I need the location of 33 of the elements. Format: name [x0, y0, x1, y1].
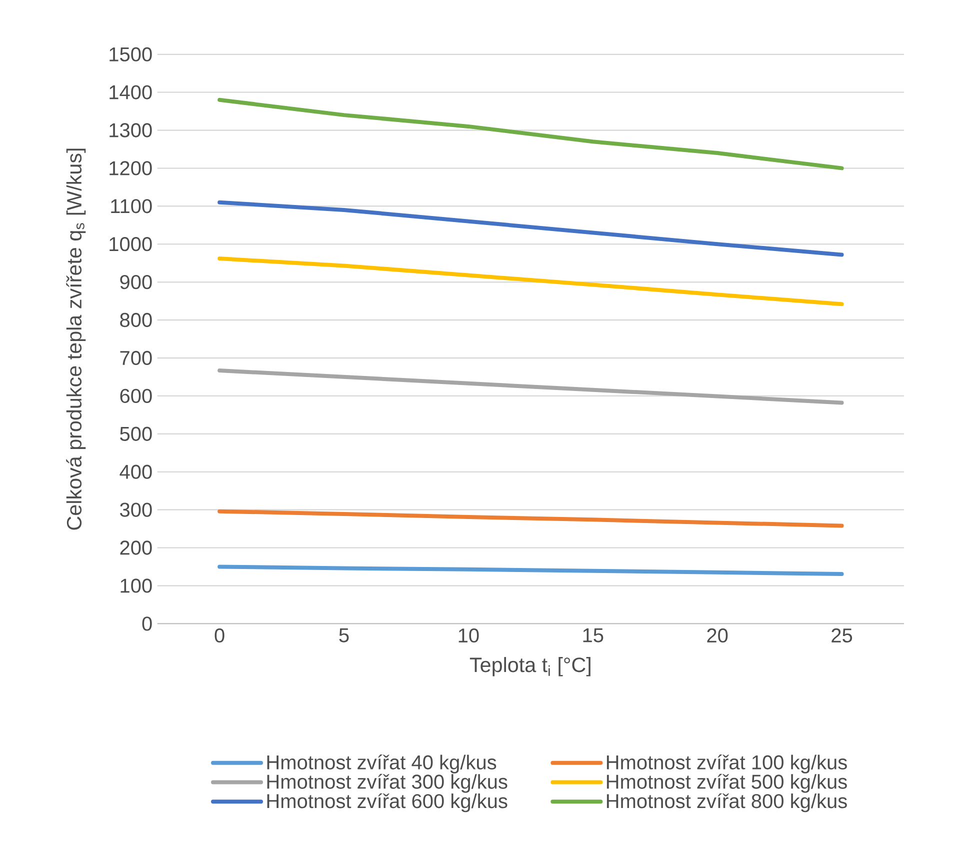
y-tick-label: 100 [120, 578, 152, 593]
line-series [218, 256, 844, 306]
x-tick-label: 0 [214, 628, 224, 643]
y-tick-label: 600 [120, 388, 152, 404]
y-tick-label: 300 [120, 502, 152, 517]
y-tick-label: 0 [142, 616, 152, 631]
legend-label: Hmotnost zvířat 40 kg/kus [267, 754, 496, 774]
y-tick-label: 800 [120, 312, 152, 328]
x-tick-label: 20 [707, 628, 728, 643]
x-axis-title: Teplota t$_{i}$ [°C] [470, 657, 590, 676]
y-tick-label: 1500 [110, 47, 152, 62]
x-tick-label: 15 [583, 628, 604, 642]
legend-label: Hmotnost zvířat 600 kg/kus [267, 793, 508, 812]
y-tick-label: 500 [120, 426, 152, 441]
y-tick-label: 900 [120, 274, 152, 290]
y-tick-label: 1100 [111, 199, 152, 214]
y-tick-label: 1000 [110, 237, 152, 252]
y-axis-title: Celková produkce tepla zvířete q$_{s}$ [W/kus] [66, 148, 86, 530]
y-tick-label: 1400 [110, 85, 152, 100]
x-tick-label: 5 [339, 628, 349, 642]
legend-label: Hmotnost zvířat 100 kg/kus [606, 754, 847, 774]
legend-label: Hmotnost zvířat 800 kg/kus [606, 793, 847, 812]
y-tick-label: 1200 [110, 161, 152, 176]
y-tick-label: 700 [120, 350, 152, 366]
line-series [218, 98, 844, 170]
y-tick-label: 400 [120, 464, 152, 479]
x-tick-label: 10 [458, 628, 479, 643]
y-tick-label: 200 [120, 540, 152, 555]
legend-label: Hmotnost zvířat 300 kg/kus [267, 774, 508, 793]
legend-label: Hmotnost zvířat 500 kg/kus [606, 774, 847, 793]
y-tick-label: 1300 [110, 123, 152, 138]
x-tick-label: 25 [832, 628, 852, 643]
line-series [218, 564, 844, 576]
